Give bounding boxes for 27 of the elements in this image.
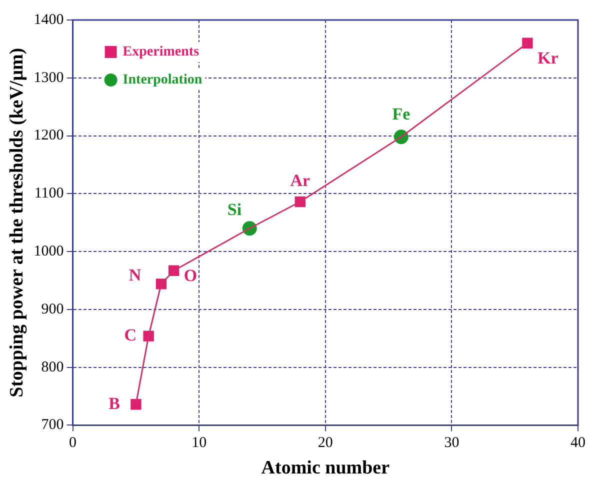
annotation: Si bbox=[227, 200, 242, 219]
y-tick-label: 700 bbox=[41, 417, 64, 434]
annotation: B bbox=[108, 394, 120, 413]
annotation: O bbox=[184, 266, 198, 286]
x-tick-label: 0 bbox=[69, 435, 77, 452]
x-tick-label: 30 bbox=[444, 435, 460, 452]
point bbox=[130, 399, 142, 410]
x-tick-label: 20 bbox=[318, 435, 333, 452]
x-tick-label: 10 bbox=[192, 435, 207, 452]
y-tick-label: 900 bbox=[41, 301, 64, 318]
y-tick-label: 1000 bbox=[34, 243, 64, 260]
y-tick-label: 1400 bbox=[34, 12, 64, 28]
y-tick-label: 800 bbox=[41, 359, 64, 376]
y-axis-title: Stopping power at the thresholds (keV/μm) bbox=[6, 48, 28, 398]
point bbox=[522, 38, 533, 48]
y-tick-label: 1100 bbox=[34, 186, 64, 202]
annotation: N bbox=[128, 265, 142, 284]
x-tick-label: 40 bbox=[570, 435, 586, 452]
annotation: C bbox=[124, 325, 137, 344]
annotation: Fe bbox=[392, 104, 411, 124]
y-tick-label: 1200 bbox=[34, 128, 64, 144]
annotation: Ar bbox=[290, 171, 311, 190]
legend-label: Experiments bbox=[122, 44, 200, 60]
legend-label: Interpolation bbox=[122, 72, 202, 88]
x-axis-title: Atomic number bbox=[261, 458, 390, 479]
y-tick-label: 1300 bbox=[34, 70, 64, 86]
annotation: Kr bbox=[537, 48, 559, 68]
